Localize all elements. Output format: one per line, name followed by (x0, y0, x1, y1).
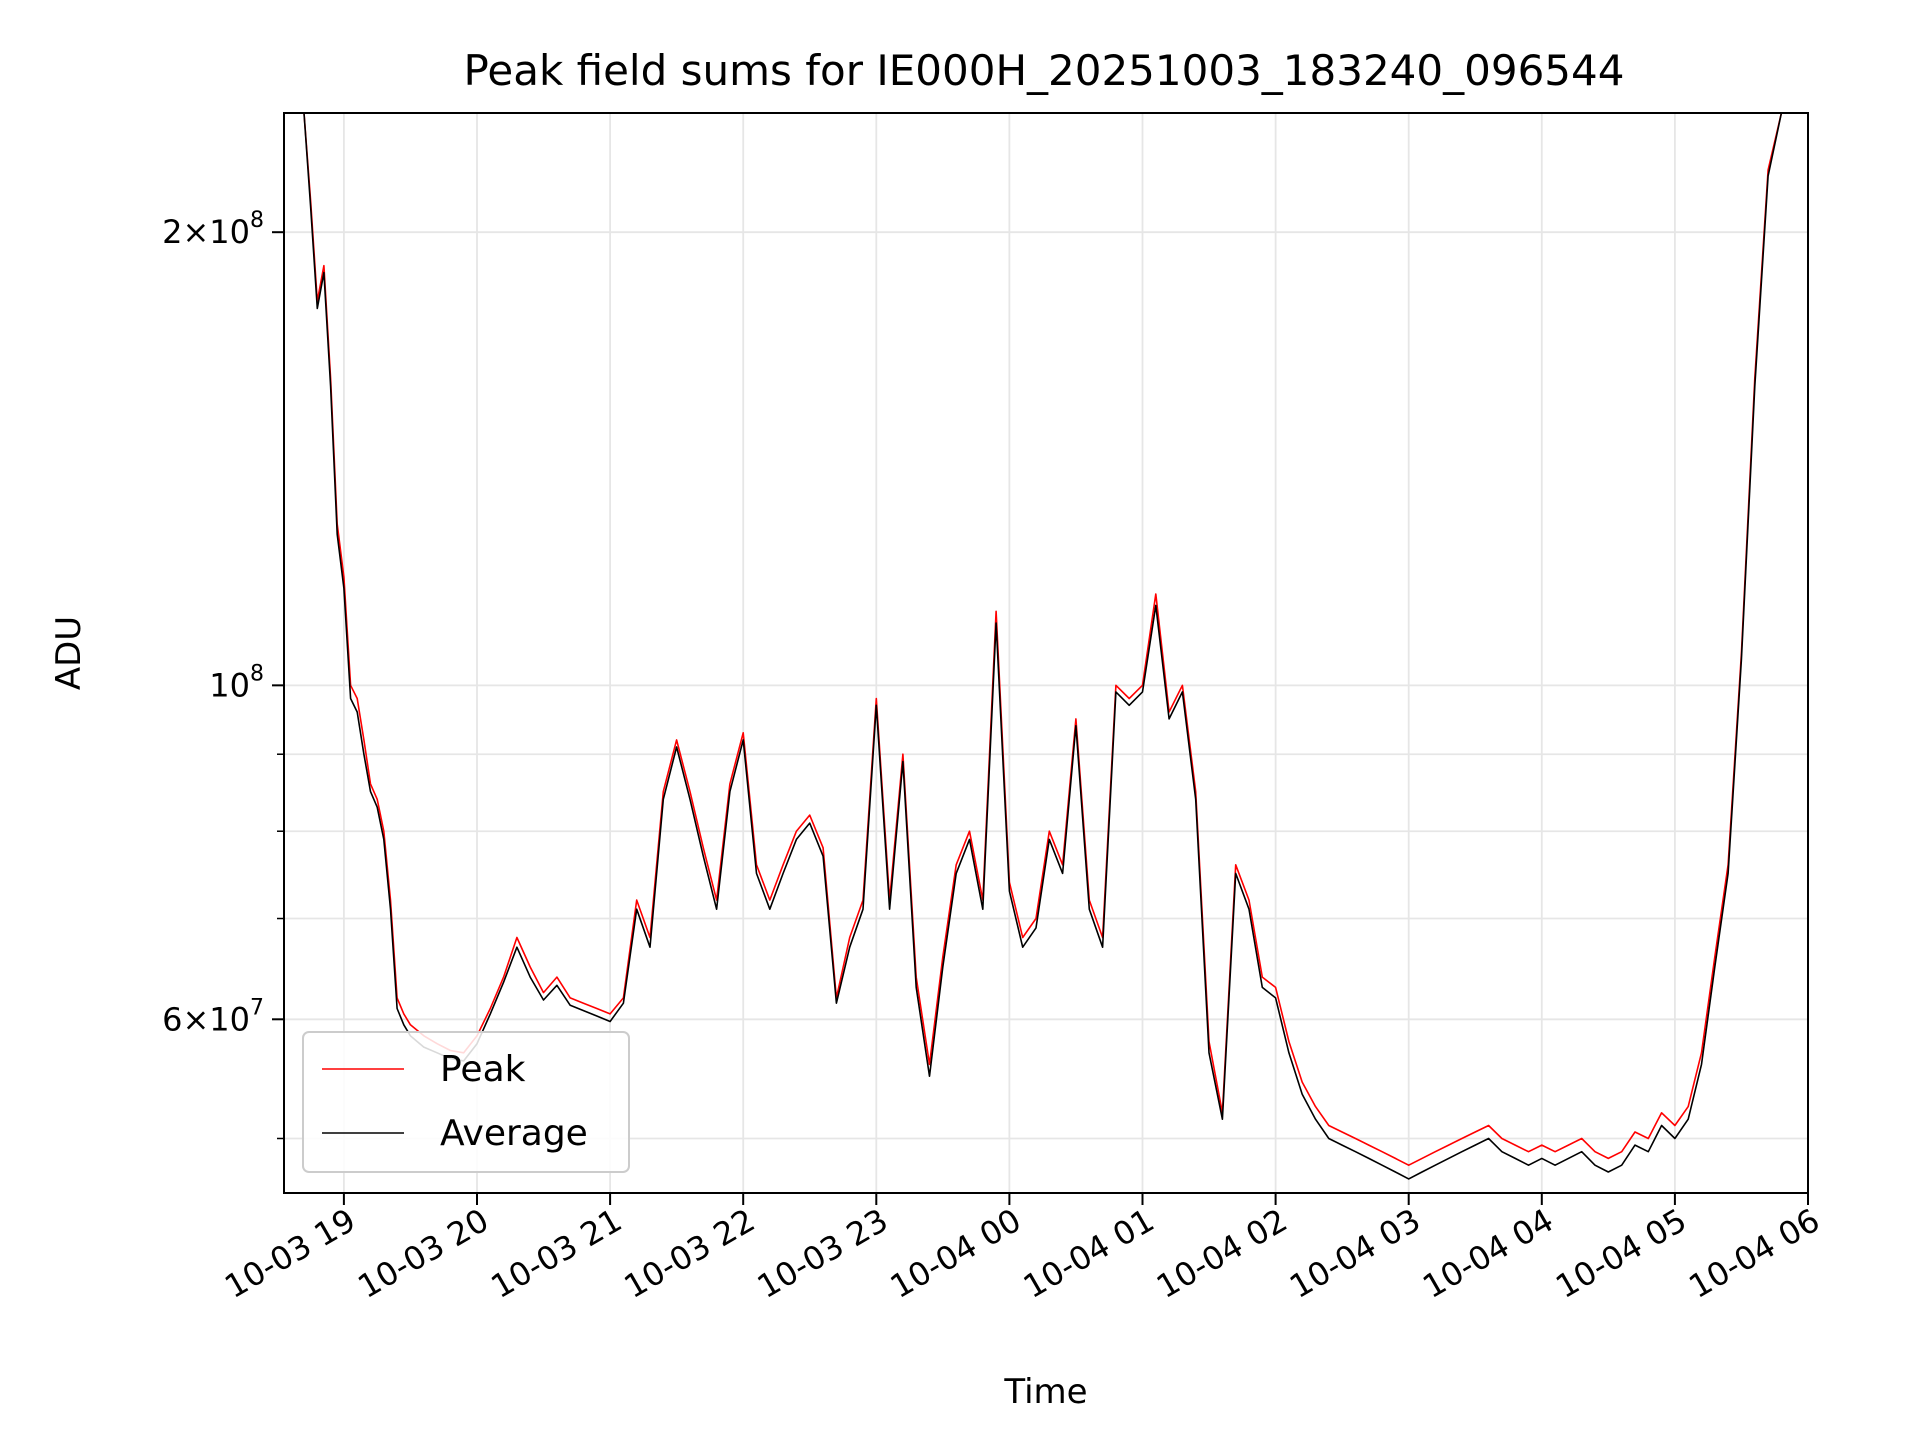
x-tick-label: 10-04 00 (884, 1201, 1028, 1306)
x-axis-label: Time (1003, 1372, 1087, 1412)
y-axis-label: ADU (49, 616, 89, 690)
x-tick-label: 10-04 02 (1150, 1201, 1294, 1306)
x-tick-label: 10-04 05 (1549, 1201, 1693, 1306)
x-tick-label: 10-03 22 (618, 1201, 762, 1306)
y-tick-label: 2×108 (162, 208, 264, 251)
x-tick-label: 10-04 03 (1283, 1201, 1427, 1306)
axes-frame (283, 112, 1809, 1194)
y-tick-label: 6×107 (162, 995, 264, 1038)
x-tick-label: 10-04 01 (1017, 1201, 1161, 1306)
x-tick-label: 10-03 19 (218, 1201, 362, 1306)
legend-box (302, 1031, 630, 1173)
x-tick-label: 10-04 06 (1682, 1201, 1826, 1306)
y-axis: 6×107 108 2×108 (162, 208, 284, 1140)
y-tick-label: 108 (209, 661, 264, 704)
x-tick-label: 10-04 04 (1416, 1201, 1560, 1306)
x-tick-label: 10-03 20 (351, 1201, 495, 1306)
legend-label-average: Average (440, 1113, 588, 1154)
legend-label-peak: Peak (440, 1049, 526, 1090)
x-tick-label: 10-03 21 (484, 1201, 628, 1306)
x-tick-label: 10-03 23 (751, 1201, 895, 1306)
chart-title: Peak field sums for IE000H_20251003_1832… (464, 46, 1625, 95)
legend: Peak Average (302, 1031, 630, 1173)
series-line-peak (284, 113, 1795, 1166)
